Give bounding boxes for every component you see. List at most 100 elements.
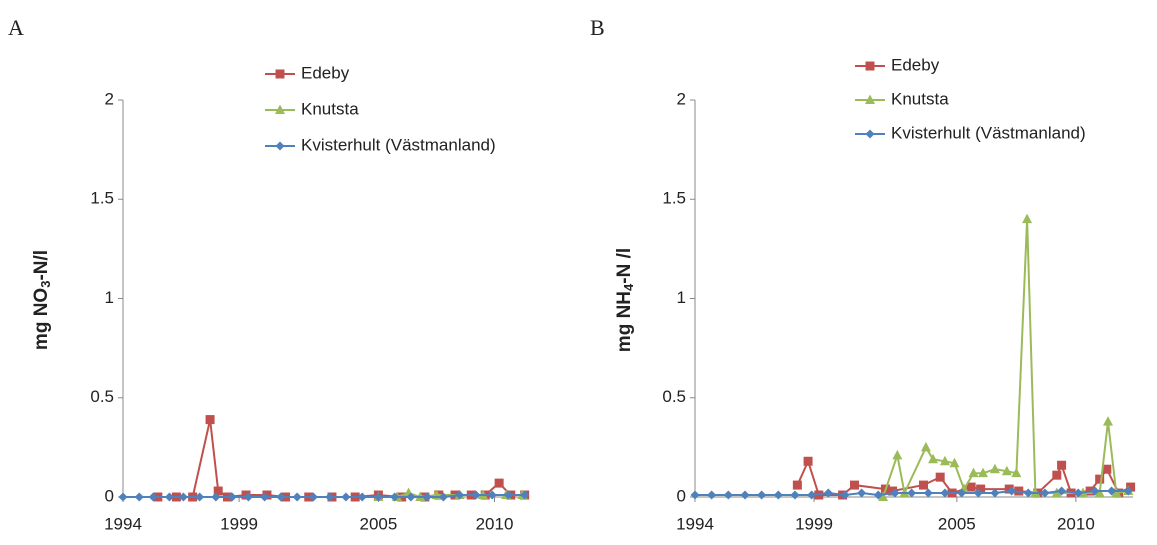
marker: [773, 490, 783, 500]
marker: [920, 441, 931, 452]
marker: [907, 488, 917, 498]
marker: [976, 484, 986, 494]
x-tick-label: 1994: [104, 514, 142, 533]
marker: [823, 488, 833, 498]
series-line: [882, 219, 1129, 498]
y-tick-label: 1: [105, 288, 114, 307]
marker: [949, 457, 960, 468]
marker: [923, 488, 933, 498]
y-tick-label: 2: [677, 89, 686, 108]
x-tick-label: 2005: [359, 514, 397, 533]
marker: [968, 467, 979, 478]
marker: [260, 492, 270, 502]
marker: [178, 492, 188, 502]
marker: [357, 492, 367, 502]
marker: [1057, 486, 1067, 496]
marker: [275, 141, 285, 151]
marker: [243, 492, 253, 502]
marker: [957, 488, 967, 498]
marker: [276, 492, 286, 502]
marker: [935, 472, 945, 482]
marker: [1023, 488, 1033, 498]
marker: [966, 482, 976, 492]
legend-label: Kvisterhult (Västmanland): [301, 135, 496, 154]
y-axis-label-part: mg NH: [614, 291, 635, 352]
marker: [494, 478, 504, 488]
marker: [406, 492, 416, 502]
panel-label: B: [590, 15, 605, 40]
marker: [990, 488, 1000, 498]
marker: [928, 453, 939, 464]
marker: [275, 104, 285, 114]
marker: [840, 490, 850, 500]
marker: [792, 480, 802, 490]
marker: [978, 467, 989, 478]
marker: [865, 129, 875, 139]
marker: [940, 488, 950, 498]
marker: [1040, 488, 1050, 498]
marker: [148, 492, 158, 502]
series-line: [157, 419, 525, 499]
legend-label: Edeby: [301, 63, 350, 82]
marker: [740, 490, 750, 500]
marker: [849, 480, 859, 490]
x-tick-label: 1999: [795, 514, 833, 533]
y-tick-label: 0: [105, 486, 114, 505]
marker: [1126, 482, 1136, 492]
marker: [487, 490, 497, 500]
marker: [807, 490, 817, 500]
y-tick-label: 0.5: [662, 387, 686, 406]
marker: [325, 492, 335, 502]
marker: [292, 492, 302, 502]
marker: [1107, 486, 1117, 496]
marker: [422, 492, 432, 502]
y-axis-label-part: 3: [38, 281, 53, 288]
marker: [1123, 486, 1133, 496]
x-tick-label: 1994: [676, 514, 714, 533]
x-tick-label: 2005: [938, 514, 976, 533]
panel-label: A: [8, 15, 24, 40]
legend-label: Knutsta: [301, 99, 359, 118]
marker: [503, 490, 513, 500]
marker: [471, 490, 481, 500]
marker: [275, 69, 285, 79]
marker: [919, 480, 929, 490]
marker: [723, 490, 733, 500]
marker: [1001, 465, 1012, 476]
marker: [1011, 467, 1022, 478]
marker: [1103, 416, 1114, 426]
marker: [308, 492, 318, 502]
marker: [1007, 486, 1017, 496]
marker: [690, 490, 700, 500]
marker: [873, 490, 883, 500]
marker: [211, 492, 221, 502]
marker: [205, 415, 215, 425]
marker: [195, 492, 205, 502]
marker: [865, 94, 875, 104]
marker: [1052, 470, 1062, 480]
marker: [1057, 460, 1067, 470]
marker: [118, 492, 128, 502]
marker: [865, 61, 875, 71]
legend-label: Kvisterhult (Västmanland): [891, 123, 1086, 142]
marker: [1022, 213, 1033, 224]
marker: [803, 456, 813, 466]
y-tick-label: 0: [677, 486, 686, 505]
y-tick-label: 1.5: [662, 189, 686, 208]
y-tick-label: 2: [105, 89, 114, 108]
marker: [1095, 474, 1105, 484]
marker: [520, 490, 530, 500]
marker: [438, 492, 448, 502]
marker: [878, 491, 889, 501]
marker: [989, 463, 1000, 474]
marker: [455, 490, 465, 500]
y-axis-label: mg NO3-N/l: [31, 250, 53, 350]
y-axis-label: mg NH4-N /l: [614, 248, 636, 352]
marker: [857, 488, 867, 498]
marker: [757, 490, 767, 500]
marker: [892, 449, 903, 460]
marker: [890, 488, 900, 498]
y-tick-label: 0.5: [90, 387, 114, 406]
marker: [1111, 487, 1122, 498]
